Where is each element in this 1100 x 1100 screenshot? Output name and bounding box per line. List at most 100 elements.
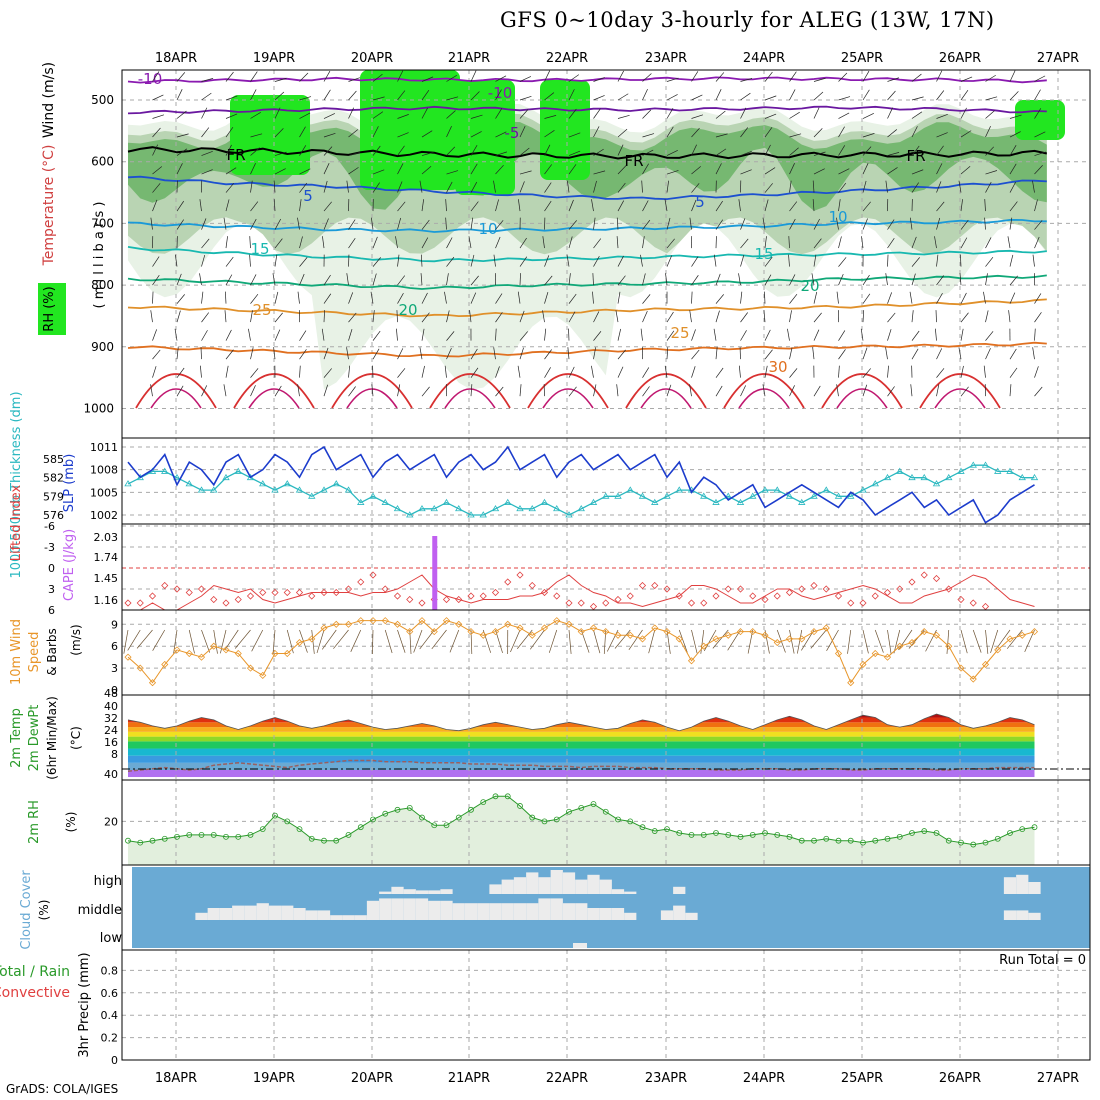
wind-barb [273, 180, 276, 193]
temperature-units-label: Temperature (°C) [41, 145, 57, 267]
temperature-contour [127, 105, 1047, 115]
rh-axis-label: 2m RH [27, 800, 42, 844]
wind-speed-marker [761, 631, 769, 639]
wind-barb [396, 328, 398, 341]
wind-barb-10m [286, 629, 294, 654]
precip-convective-legend: Convective [0, 985, 70, 1001]
wind-barb [911, 111, 923, 119]
wind-barb [421, 328, 425, 341]
wind-barb [568, 293, 577, 304]
wind-barb [299, 236, 303, 249]
wind-barb [421, 292, 428, 304]
wind-barb [593, 95, 605, 101]
cloud-high-cell [673, 886, 686, 894]
cloud-high-cell [513, 877, 527, 894]
wind-speed-marker [283, 649, 291, 658]
wind-barb [495, 164, 504, 175]
wind-barb-10m [789, 629, 795, 654]
temperature-contour-hot [836, 388, 888, 409]
wind-barb [152, 127, 161, 138]
wind-speed-marker [259, 671, 267, 679]
wind-barb [713, 328, 717, 341]
wind-barb [250, 293, 259, 304]
wind-speed-marker [320, 624, 328, 632]
wind-barb [911, 257, 920, 267]
wind-barb [152, 166, 163, 175]
temperature-band [128, 736, 1035, 742]
wind-speed-marker [271, 649, 279, 658]
wind-speed-marker [540, 624, 549, 632]
wind-barb [715, 385, 723, 397]
wind-barb [738, 199, 741, 212]
wind-barb [495, 199, 499, 212]
thickness-marker [761, 486, 769, 493]
thickness-marker [161, 467, 169, 474]
wind-barb [152, 199, 158, 212]
wind-barb [568, 236, 573, 249]
wind-speed-marker [430, 628, 438, 636]
wind-barb [519, 310, 525, 323]
wind-barb [862, 89, 870, 101]
rh-2m-marker [909, 830, 915, 836]
wind-barb [274, 312, 283, 323]
wind-barb [176, 347, 179, 360]
wind-barb [715, 200, 723, 212]
wind-barb [983, 365, 986, 378]
wind-barb [838, 182, 847, 193]
wind-barb [225, 256, 234, 267]
contour-label: 5 [303, 187, 313, 205]
wind-speed-marker [467, 628, 475, 636]
rh-2m-marker [994, 835, 1001, 842]
wind-barb [691, 291, 693, 304]
contour-label: 10 [478, 220, 497, 238]
wind-barb [764, 256, 773, 267]
li-tick-label: 0 [48, 562, 55, 575]
wind-barb [225, 113, 238, 119]
wind-barb [446, 237, 453, 249]
wind-barb [642, 294, 651, 304]
pressure-tick-label: 700 [91, 216, 114, 230]
wind-barb [470, 367, 479, 378]
wind-barb [201, 78, 214, 82]
wind-barb [860, 328, 864, 341]
wind-barb [446, 310, 450, 323]
wind-axis-label: 10m Wind [9, 619, 24, 685]
wind-barb [689, 217, 692, 230]
wind-barb [935, 328, 937, 341]
cloud-middle-cell [305, 910, 318, 920]
wind-barb [740, 238, 749, 249]
wind-barb [348, 107, 354, 119]
wind-barb [740, 78, 753, 82]
rh-2m-marker [860, 839, 866, 846]
wind-barb-10m [449, 629, 460, 653]
thickness-axis-label: 1000-500mb Thickness (dm) [9, 391, 24, 578]
cloud-middle-cell [673, 905, 686, 920]
wind-speed-marker [969, 675, 977, 683]
wind-barb [593, 347, 597, 360]
wind-barb [936, 348, 943, 360]
wind-barb-10m [887, 629, 892, 654]
wind-barb [1009, 181, 1017, 193]
wind-speed-marker [124, 653, 132, 661]
wind-barb [764, 349, 773, 360]
wind-barb [617, 114, 630, 119]
wind-barb-10m [1024, 629, 1035, 653]
wind-barb [323, 163, 330, 175]
wind-barb [591, 199, 594, 212]
wind-barb [446, 273, 449, 286]
wind-barb [445, 217, 447, 230]
temperature-contour-hot [150, 388, 202, 409]
wind-barb [568, 366, 575, 378]
chart-title: GFS 0~10day 3-hourly for ALEG (13W, 17N) [500, 8, 995, 32]
cloud-middle-cell [232, 905, 245, 920]
wind-barb [642, 236, 645, 249]
rh-2m-marker [174, 833, 180, 840]
wind-barb [885, 273, 888, 286]
wind-barb [568, 132, 581, 138]
wind-barb [740, 330, 747, 341]
wind-speed-marker [638, 635, 647, 643]
wind-barb [348, 292, 354, 304]
wind-barb [936, 163, 943, 175]
rh-2m-marker [933, 830, 940, 836]
temperature-contour-hot [640, 388, 692, 409]
